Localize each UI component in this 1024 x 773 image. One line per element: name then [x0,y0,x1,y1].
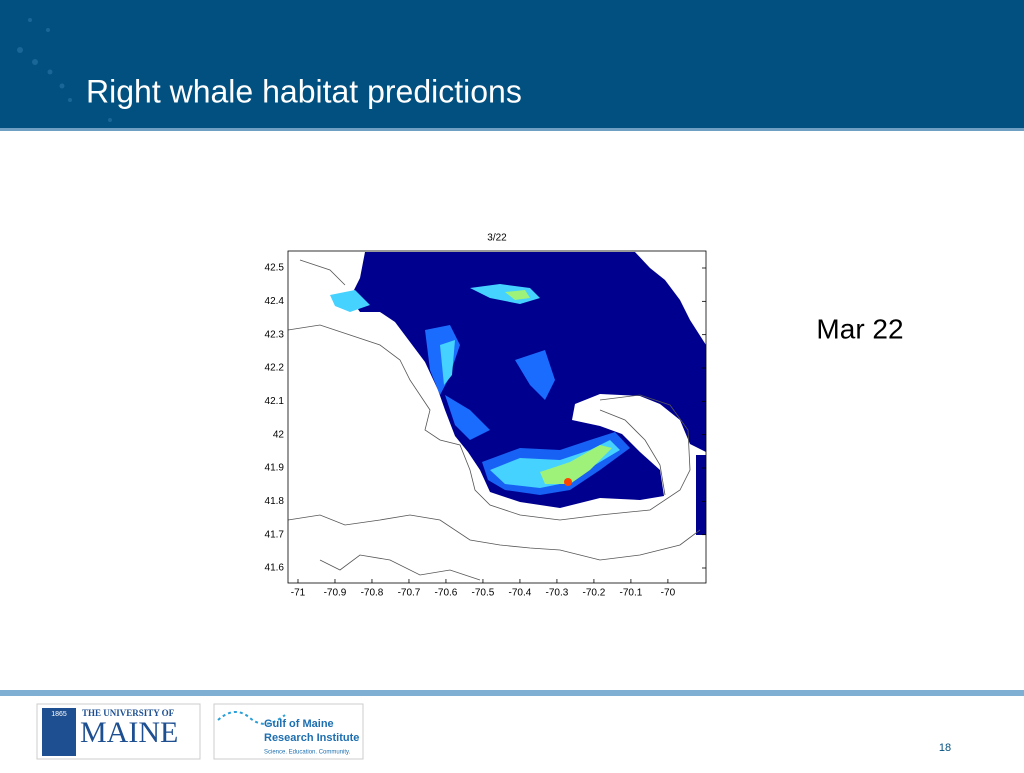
x-tick-label: -70.4 [509,588,532,599]
habitat-band [445,395,490,440]
habitat-band [540,445,612,484]
y-tick-label: 42.4 [265,296,285,307]
x-tick-label: -70.9 [324,588,347,599]
plot-frame [287,250,707,584]
habitat-field [696,455,706,535]
date-label: Mar 22 [816,313,903,344]
y-tick-label: 42.3 [265,329,285,340]
y-tick-label: 41.8 [265,496,285,507]
header-dots [17,18,112,122]
coastline [287,259,701,581]
habitat-band [330,290,370,312]
habitat-band [440,340,455,385]
x-tick-label: -70 [661,588,676,599]
y-tick-label: 41.7 [265,529,285,540]
logo-text: Gulf of Maine [264,718,334,730]
habitat-band [490,440,620,488]
x-tick-label: -70.8 [361,588,384,599]
habitat-band [515,350,555,400]
habitat-band [505,290,530,300]
x-tick-label: -70.5 [472,588,495,599]
logo-year: 1865 [51,711,67,718]
umaine-logo: 1865 THE UNIVERSITY OF MAINE [36,703,201,760]
x-tick-label: -70.3 [546,588,569,599]
x-tick-label: -70.2 [583,588,606,599]
logo-wave [217,711,286,725]
header-rule [0,128,1024,131]
y-tick-label: 42.2 [265,363,285,374]
footer-rule [0,690,1024,696]
logo-text: MAINE [80,716,178,749]
x-tick-label: -71 [291,588,306,599]
slide-title: Right whale habitat predictions [86,73,522,109]
habitat-peak [564,478,572,486]
y-tick-label: 42.1 [265,396,285,407]
y-tick-label: 41.6 [265,563,285,574]
logo-text: Research Institute [264,732,359,744]
habitat-map: 3/22 -71 -70.9 -70.8 -70.7 -70.6 -70.5 -70.4 -7… [265,233,707,599]
page-number: 18 [939,742,951,754]
x-tick-label: -70.1 [620,588,643,599]
logo-tagline: Science. Education. Community. [264,750,351,756]
gmri-logo: Gulf of Maine Research Institute Science… [213,703,364,760]
plot-title: 3/22 [487,233,507,244]
y-tick-label: 41.9 [265,463,285,474]
x-tick-label: -70.6 [435,588,458,599]
y-tick-label: 42 [273,429,285,440]
x-tick-label: -70.7 [398,588,421,599]
logo-crest [42,708,76,756]
header-band [0,0,1024,130]
logo-box [213,703,364,760]
logo-text: THE UNIVERSITY OF [82,708,175,718]
y-tick-label: 42.5 [265,263,285,274]
